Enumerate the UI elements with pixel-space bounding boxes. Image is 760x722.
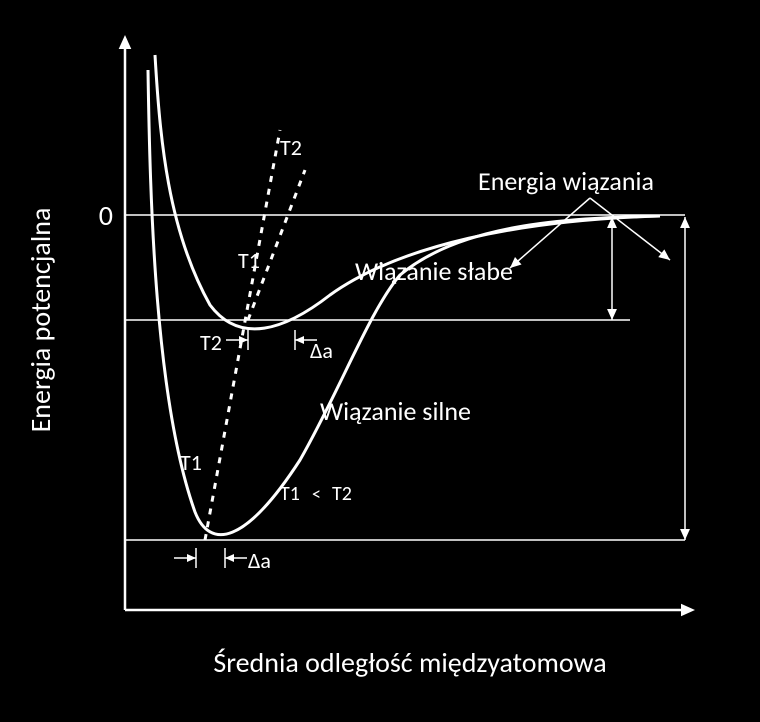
label-T1ltT2_lt: < — [312, 483, 321, 505]
label-strong_bond: Wiązanie silne — [320, 395, 471, 427]
label-T1_mid: T1 — [238, 247, 260, 274]
x-axis-label: Średnia odległość międzyatomowa — [213, 645, 606, 680]
label-T2_top: T2 — [280, 134, 302, 161]
background — [0, 0, 760, 722]
label-T1ltT2_a: T1 — [280, 482, 300, 506]
label-binding_energy: Energia wiązania — [478, 165, 654, 197]
label-delta_a_top: Δa — [310, 337, 333, 364]
y-axis-label: Energia potencjalna — [23, 208, 58, 433]
label-delta_a_bot: Δa — [248, 547, 271, 574]
zero-label: 0 — [99, 198, 113, 233]
label-T1_low: T1 — [180, 449, 202, 476]
label-T1ltT2_b: T2 — [332, 482, 352, 506]
label-T2_lower: T2 — [200, 329, 222, 356]
label-weak_bond: Wiązanie słabe — [355, 255, 513, 287]
